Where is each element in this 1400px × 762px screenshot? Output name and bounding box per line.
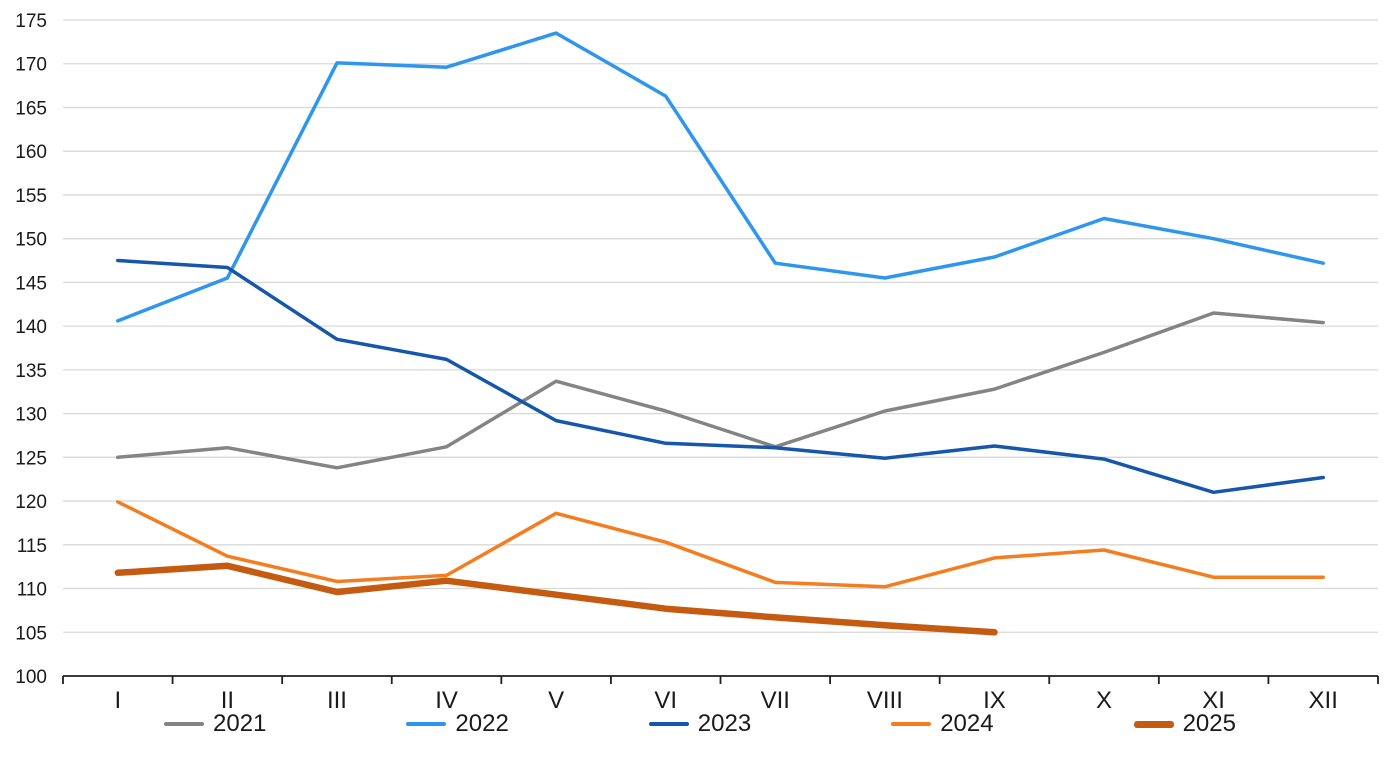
legend-label: 2025 <box>1182 710 1236 737</box>
legend-swatch-2025 <box>1133 720 1174 728</box>
y-tick-label: 140 <box>15 317 47 338</box>
legend: 2021 2022 2023 2024 2025 <box>0 712 1400 736</box>
legend-label: 2021 <box>213 710 267 737</box>
y-tick-label: 160 <box>15 142 47 163</box>
x-tick-label: I <box>114 687 121 714</box>
legend-item-2021: 2021 <box>164 712 266 736</box>
y-tick-label: 125 <box>15 448 47 469</box>
series-line-2022 <box>116 31 1325 323</box>
series-line-2024 <box>116 500 1325 589</box>
y-tick-label: 145 <box>15 273 47 294</box>
x-tick-label: IV <box>435 687 458 714</box>
y-tick-label: 120 <box>15 492 47 513</box>
y-tick-label: 165 <box>15 98 47 119</box>
y-tick-label: 100 <box>15 667 47 688</box>
y-tick-label: 175 <box>15 11 47 32</box>
y-tick-label: 135 <box>15 361 47 382</box>
y-tick-label: 105 <box>15 623 47 644</box>
y-tick-label: 170 <box>15 55 47 76</box>
y-tick-label: 155 <box>15 186 47 207</box>
y-tick-label: 110 <box>17 580 47 601</box>
series-line-2023 <box>116 258 1325 495</box>
legend-item-2022: 2022 <box>406 710 509 737</box>
x-tick-label: V <box>548 687 564 714</box>
x-tick-label: VII <box>761 687 790 714</box>
legend-swatch-2022 <box>406 722 447 726</box>
legend-swatch-2021 <box>164 722 205 726</box>
legend-label: 2024 <box>940 710 994 737</box>
legend-item-2025: 2025 <box>1133 710 1236 737</box>
legend-label: 2022 <box>455 710 509 737</box>
legend-swatch-2023 <box>648 722 689 726</box>
y-tick-label: 150 <box>15 230 47 251</box>
legend-swatch-2024 <box>891 722 932 726</box>
x-tick-label: III <box>327 687 347 714</box>
y-tick-label: 115 <box>17 536 47 557</box>
legend-item-2024: 2024 <box>891 710 994 737</box>
legend-label: 2023 <box>697 710 752 737</box>
series-line-2025 <box>114 562 998 636</box>
x-tick-label: II <box>221 687 234 714</box>
legend-item-2023: 2023 <box>648 710 752 737</box>
x-tick-label: X <box>1096 687 1112 714</box>
series-line-2021 <box>116 311 1325 470</box>
x-tick-label: XII <box>1309 687 1338 714</box>
x-tick-label: XI <box>1202 687 1225 714</box>
x-tick-label: IX <box>983 687 1006 714</box>
y-tick-label: 130 <box>15 405 47 426</box>
x-tick-label: VIII <box>867 687 903 714</box>
x-tick-label: VI <box>654 687 677 714</box>
